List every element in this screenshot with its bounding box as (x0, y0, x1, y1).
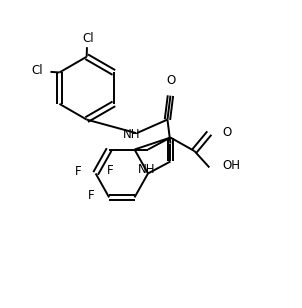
Text: Cl: Cl (82, 32, 94, 45)
Text: F: F (88, 189, 95, 202)
Text: F: F (75, 165, 81, 178)
Text: NH: NH (123, 128, 140, 141)
Text: NH: NH (138, 163, 155, 176)
Text: Cl: Cl (31, 64, 43, 78)
Text: O: O (166, 74, 176, 87)
Text: O: O (222, 126, 231, 139)
Text: F: F (106, 164, 113, 177)
Text: OH: OH (222, 160, 240, 172)
